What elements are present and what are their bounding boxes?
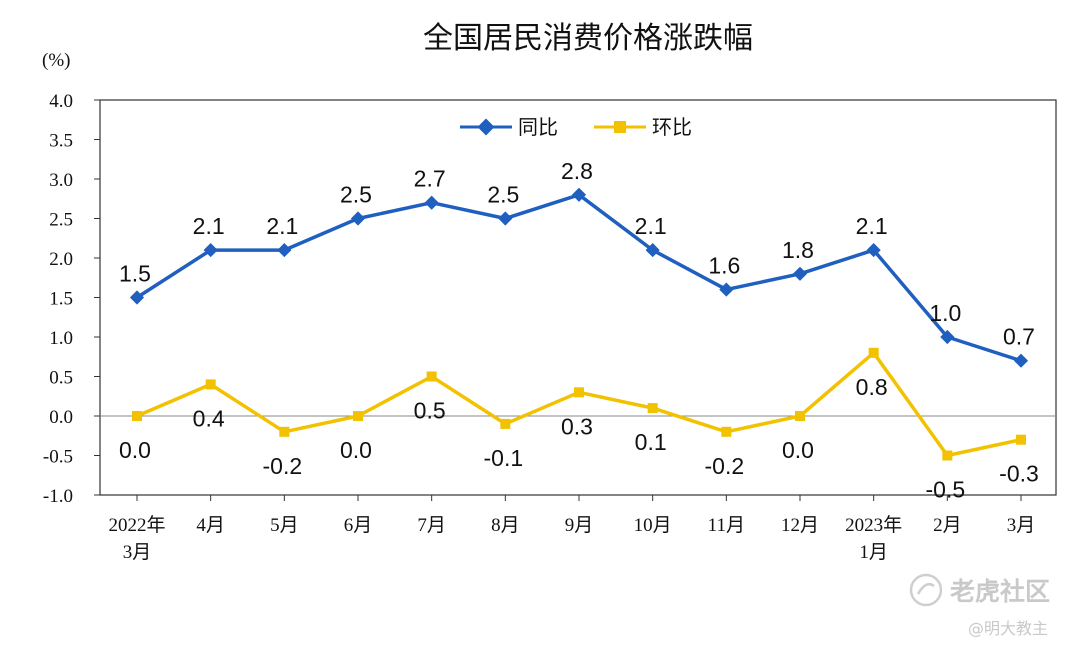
data-label-mom: -0.2 [263, 453, 303, 479]
data-label-mom: -0.1 [484, 445, 524, 471]
data-point-mom [205, 379, 216, 390]
legend-marker-yoy [477, 118, 495, 136]
watermark-author: @明大教主 [968, 619, 1048, 638]
x-tick-label: 6月 [344, 515, 373, 536]
data-label-mom: 0.4 [193, 405, 225, 431]
x-tick-label: 7月 [417, 515, 446, 536]
x-tick-label: 5月 [270, 515, 299, 536]
data-label-mom: -0.2 [705, 453, 745, 479]
data-label-mom: 0.3 [561, 413, 593, 439]
data-label-mom: 0.8 [856, 374, 888, 400]
series-layer [129, 187, 1029, 461]
legend-item-yoy: 同比 [460, 115, 558, 139]
data-point-mom [795, 411, 805, 421]
data-label-yoy: 1.6 [708, 253, 740, 279]
data-label-yoy: 0.7 [1003, 324, 1035, 350]
legend-marker-mom [614, 121, 626, 133]
x-tick-label: 8月 [491, 515, 520, 536]
y-tick-label: 0.0 [49, 407, 73, 428]
data-point-yoy [719, 282, 734, 297]
x-tick-label: 2023年 [845, 514, 902, 536]
data-point-mom [500, 418, 511, 429]
y-tick-label: -1.0 [43, 486, 73, 507]
y-tick-label: 0.5 [49, 368, 73, 389]
data-point-yoy [940, 329, 955, 345]
data-point-mom [279, 426, 290, 437]
data-label-yoy: 1.8 [782, 237, 814, 263]
watermark-brand: 老虎社区 [950, 577, 1050, 606]
data-label-mom: 0.0 [119, 437, 151, 463]
x-tick-label: 2022年 [108, 514, 165, 536]
data-point-yoy [498, 211, 513, 226]
data-label-yoy: 1.5 [119, 261, 151, 287]
data-label-mom: 0.0 [782, 437, 814, 463]
watermark-logo-icon [909, 573, 943, 607]
data-label-yoy: 2.8 [561, 158, 593, 184]
data-label-mom: 0.0 [340, 437, 372, 463]
data-point-mom [353, 411, 363, 421]
x-tick-label: 2月 [933, 515, 962, 536]
data-label-yoy: 2.1 [193, 213, 225, 239]
series-line-mom [136, 351, 1022, 458]
data-point-mom [721, 426, 732, 437]
y-tick-label: 3.0 [49, 170, 73, 191]
x-tick-label: 10月 [634, 515, 672, 536]
y-axis-ticks: 4.0 3.5 3.0 2.5 2.0 1.5 1.0 0.5 0.0 -0.5 -1.0 [43, 91, 100, 507]
x-tick-label: 4月 [196, 515, 225, 536]
x-tick-label: 1月 [859, 542, 888, 563]
data-label-mom: -0.5 [926, 477, 966, 503]
data-point-yoy [571, 187, 587, 202]
y-tick-label: 2.5 [49, 210, 73, 231]
data-point-yoy [1013, 353, 1029, 368]
data-point-yoy [129, 290, 145, 305]
y-tick-label: 2.0 [49, 249, 73, 270]
data-label-mom: 0.1 [635, 429, 667, 455]
data-label-yoy: 1.0 [929, 300, 961, 326]
data-label-yoy: 2.5 [340, 182, 372, 208]
data-point-mom [132, 411, 142, 421]
data-point-yoy [277, 243, 292, 258]
data-point-yoy [203, 243, 218, 258]
chart-title: 全国居民消费价格涨跌幅 [423, 21, 753, 56]
x-tick-label: 3月 [123, 542, 152, 563]
legend-item-mom: 环比 [594, 115, 692, 139]
data-label-yoy: 2.1 [856, 213, 888, 239]
y-tick-label: 1.5 [49, 289, 73, 310]
watermark: 老虎社区 @明大教主 [909, 573, 1050, 638]
data-labels: 1.5 2.1 2.1 2.5 2.7 2.5 2.8 2.1 1.6 1.8 2.1 1.0 0.7 0… [119, 158, 1039, 503]
data-label-yoy: 2.1 [635, 213, 667, 239]
data-point-yoy [645, 243, 660, 258]
x-tick-label: 3月 [1007, 515, 1036, 536]
data-point-mom [868, 347, 879, 358]
data-label-mom: -0.3 [999, 461, 1039, 487]
x-tick-label: 12月 [781, 515, 819, 536]
data-point-yoy [424, 195, 439, 210]
data-point-mom [426, 371, 437, 382]
data-point-yoy [792, 266, 808, 281]
data-point-mom [942, 450, 953, 461]
data-point-mom [647, 403, 658, 414]
y-tick-label: 3.5 [49, 131, 73, 152]
watermark-logo-swirl-icon [916, 583, 935, 595]
data-label-yoy: 2.1 [266, 213, 298, 239]
y-tick-label: -0.5 [43, 447, 73, 468]
x-axis-ticks: 2022年 3月 4月 5月 6月 7月 8月 9月 10月 11月 12月 2023年 1月 2月 3月 [108, 495, 1035, 563]
legend: 同比 环比 [460, 115, 692, 139]
legend-label-yoy: 同比 [518, 115, 558, 139]
x-tick-label: 11月 [708, 515, 745, 536]
y-tick-label: 4.0 [49, 91, 73, 112]
data-label-mom: 0.5 [414, 398, 446, 424]
y-tick-label: 1.0 [49, 328, 73, 349]
legend-label-mom: 环比 [652, 115, 692, 139]
x-tick-label: 9月 [565, 515, 594, 536]
data-point-mom [574, 387, 584, 398]
y-axis-unit: (%) [42, 50, 70, 71]
data-point-yoy [866, 243, 881, 258]
data-point-mom [1016, 434, 1026, 445]
data-point-yoy [350, 211, 366, 226]
data-label-yoy: 2.5 [487, 182, 519, 208]
data-label-yoy: 2.7 [414, 166, 446, 192]
